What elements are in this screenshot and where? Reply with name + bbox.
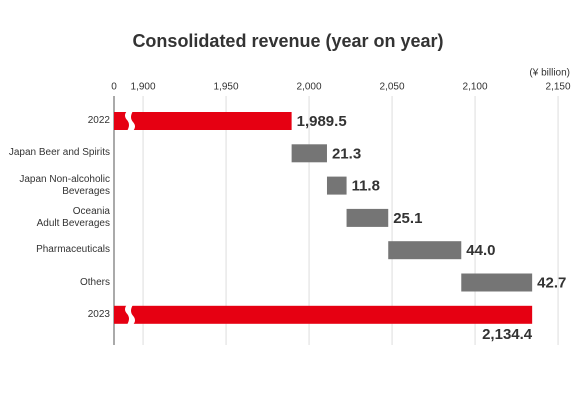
value-label: 11.8 [352, 178, 380, 195]
bar [114, 112, 292, 130]
category-label: Oceania Adult Beverages [36, 205, 110, 229]
bar [291, 144, 327, 163]
x-tick-label: 0 [111, 82, 117, 93]
category-label: 2023 [87, 308, 110, 320]
category-label: 2022 [87, 115, 110, 126]
value-label: 42.7 [537, 274, 566, 291]
bar [346, 208, 389, 227]
bar [461, 273, 533, 292]
value-label: 44.0 [466, 242, 495, 259]
x-tick-label: 2,150 [546, 82, 571, 93]
x-tick-label: 2,050 [380, 82, 405, 93]
bar [326, 176, 347, 195]
value-label: 1,989.5 [297, 113, 347, 130]
chart-title: Consolidated revenue (year on year) [132, 31, 443, 51]
x-tick-label: 2,100 [463, 82, 488, 93]
category-label: Others [79, 276, 110, 288]
bar [388, 241, 462, 260]
axis-break [125, 304, 135, 325]
value-label: 25.1 [393, 210, 422, 227]
category-label: Japan Beer and Spirits [8, 147, 110, 159]
x-tick-label: 1,950 [214, 82, 239, 93]
value-label: 21.3 [332, 145, 361, 162]
category-label: Pharmaceuticals [36, 244, 110, 256]
value-label: 2,134.4 [482, 326, 533, 343]
x-tick-label: 1,900 [131, 82, 156, 93]
category-label: Japan Non-alcoholic Beverages [19, 173, 110, 197]
bar [114, 305, 533, 324]
unit-label: (¥ billion) [529, 68, 570, 79]
axis-break [125, 111, 135, 131]
x-tick-label: 2,000 [297, 82, 322, 93]
